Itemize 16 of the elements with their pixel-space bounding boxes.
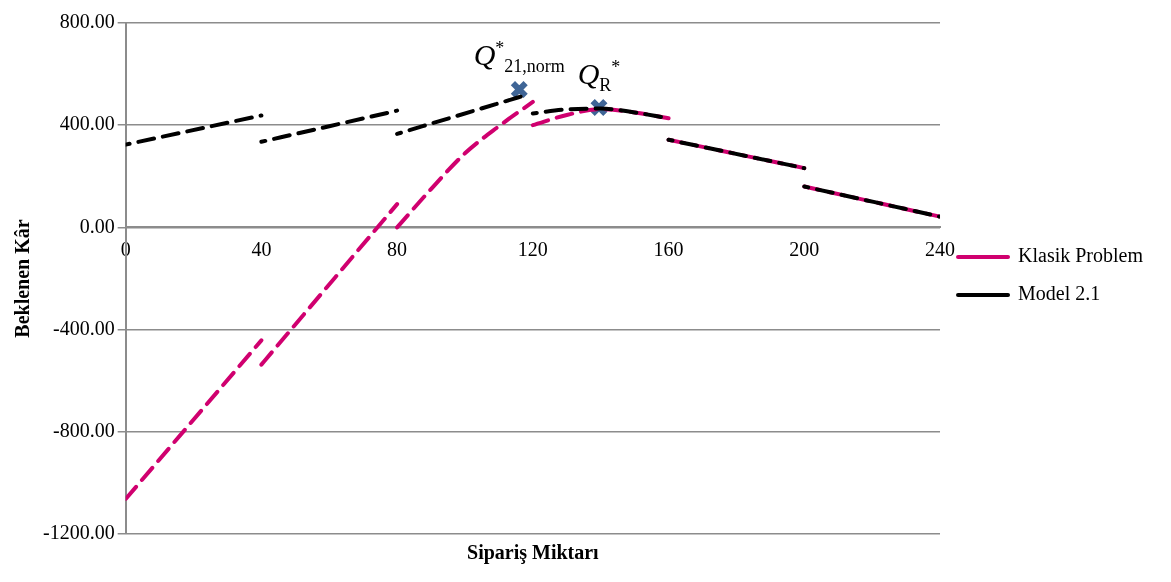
y-tick-label: 800.00 xyxy=(59,10,115,33)
x-axis-title: Sipariş Miktarı xyxy=(467,541,600,565)
x-tick-label: 200 xyxy=(789,237,820,260)
y-tick-label: -1200.00 xyxy=(42,521,115,544)
y-tick-label: 400.00 xyxy=(59,112,115,135)
legend-label: Model 2.1 xyxy=(1018,282,1101,305)
y-tick-label: -400.00 xyxy=(52,316,115,339)
y-tick-label: 0.00 xyxy=(79,214,115,237)
x-tick-label: 160 xyxy=(653,237,684,260)
legend-label: Klasik Problem xyxy=(1018,244,1144,267)
y-tick-label: -800.00 xyxy=(52,419,115,442)
x-tick-label: 40 xyxy=(251,237,272,260)
y-axis-title: Beklenen Kâr xyxy=(11,219,34,338)
x-tick-label: 120 xyxy=(517,237,548,260)
x-tick-label: 240 xyxy=(925,237,956,260)
x-tick-label: 80 xyxy=(387,237,408,260)
